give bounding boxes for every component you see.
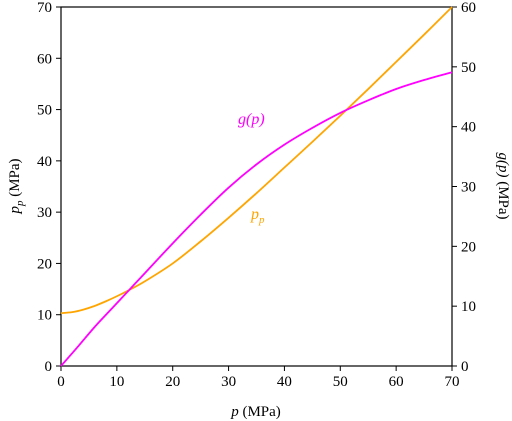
- left-y-tick-label: 50: [37, 103, 52, 119]
- left-y-tick-label: 70: [37, 0, 52, 16]
- x-axis-label: p (MPa): [230, 404, 281, 420]
- left-y-axis-ticks: 0 10 20 30 40 50 60 70: [37, 0, 61, 375]
- x-tick-label: 50: [333, 374, 348, 390]
- right-y-tick-label: 10: [461, 299, 476, 315]
- plot-area: [60, 6, 453, 367]
- left-y-tick-label: 60: [37, 51, 52, 67]
- left-y-tick-label: 0: [45, 359, 53, 375]
- series-layer: [60, 6, 453, 367]
- left-y-tick-label: 20: [37, 256, 52, 272]
- x-tick-label: 40: [277, 374, 292, 390]
- series-line-g: [60, 71, 453, 367]
- right-y-tick-label: 20: [461, 239, 476, 255]
- right-y-axis-label: g(p) (MPa): [495, 152, 511, 219]
- x-tick-label: 60: [389, 374, 404, 390]
- left-y-axis-label: pp (MPa): [7, 158, 26, 214]
- series-line-pp: [60, 6, 453, 315]
- right-y-tick-label: 0: [461, 359, 469, 375]
- right-y-tick-label: 50: [461, 60, 476, 76]
- left-y-tick-label: 40: [37, 154, 52, 170]
- x-tick-label: 30: [221, 374, 236, 390]
- x-tick-label: 10: [109, 374, 124, 390]
- x-tick-label: 70: [445, 374, 460, 390]
- right-y-axis-ticks: 0 10 20 30 40 50 60: [452, 0, 476, 375]
- series-label-pp: pp: [250, 206, 265, 226]
- right-y-tick-label: 40: [461, 120, 476, 136]
- x-tick-label: 0: [57, 374, 65, 390]
- x-axis-ticks: 0 10 20 30 40 50 60 70: [57, 366, 460, 390]
- right-y-tick-label: 30: [461, 180, 476, 196]
- right-y-tick-label: 60: [461, 0, 476, 16]
- left-y-tick-label: 10: [37, 308, 52, 324]
- left-y-tick-label: 30: [37, 205, 52, 221]
- x-tick-label: 20: [165, 374, 180, 390]
- series-label-g: g(p): [238, 111, 265, 128]
